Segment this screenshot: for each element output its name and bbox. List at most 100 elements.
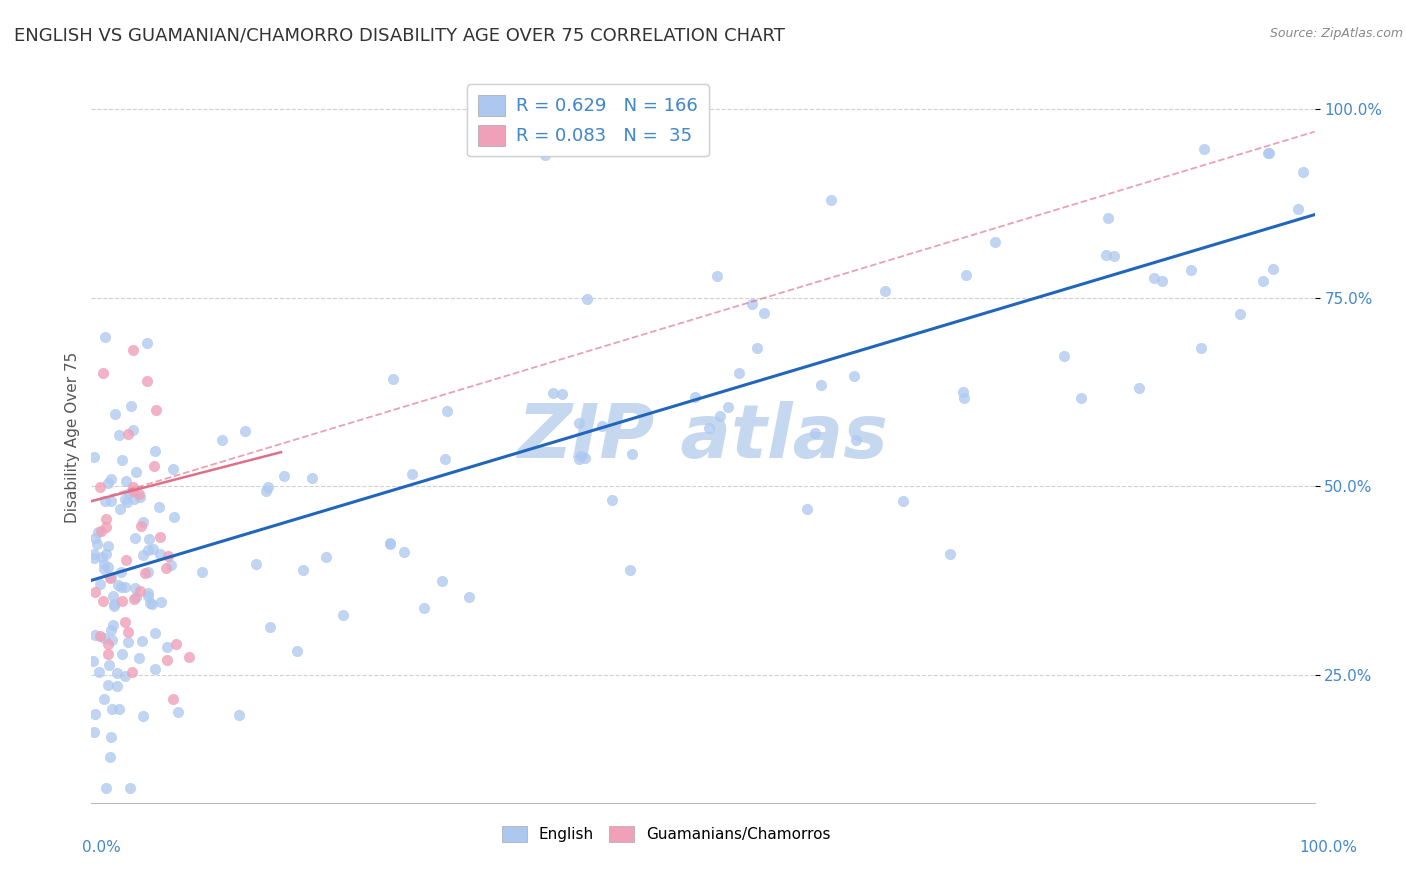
- Point: [105, 680, 128, 694]
- Point: [114, 581, 136, 595]
- Point: [132, 548, 155, 562]
- Point: [105, 666, 128, 681]
- Point: [741, 297, 763, 311]
- Point: [939, 547, 962, 561]
- Point: [124, 592, 146, 607]
- Point: [118, 486, 141, 500]
- Point: [254, 483, 277, 498]
- Point: [955, 268, 977, 282]
- Point: [136, 543, 159, 558]
- Point: [378, 536, 401, 550]
- Point: [1070, 391, 1092, 405]
- Point: [820, 193, 842, 207]
- Point: [125, 465, 148, 479]
- Point: [752, 306, 775, 320]
- Point: [96, 780, 118, 795]
- Point: [233, 424, 256, 438]
- Point: [136, 565, 159, 579]
- Text: ZIP atlas: ZIP atlas: [517, 401, 889, 474]
- Point: [107, 428, 129, 442]
- Point: [91, 549, 114, 564]
- Point: [382, 372, 405, 386]
- Point: [1251, 274, 1274, 288]
- Point: [591, 418, 613, 433]
- Point: [89, 480, 111, 494]
- Point: [132, 708, 155, 723]
- Point: [117, 494, 139, 508]
- Point: [117, 635, 139, 649]
- Legend: R = 0.629   N = 166, R = 0.083   N =  35: R = 0.629 N = 166, R = 0.083 N = 35: [467, 84, 709, 156]
- Point: [1263, 261, 1285, 276]
- Point: [128, 584, 150, 599]
- Point: [87, 525, 110, 540]
- Point: [117, 625, 139, 640]
- Point: [1143, 271, 1166, 285]
- Point: [842, 369, 865, 384]
- Point: [568, 416, 591, 430]
- Point: [94, 512, 117, 526]
- Point: [457, 590, 479, 604]
- Point: [138, 532, 160, 546]
- Point: [100, 471, 122, 485]
- Point: [600, 493, 623, 508]
- Point: [90, 524, 112, 538]
- Point: [259, 619, 281, 633]
- Point: [121, 343, 143, 358]
- Point: [1191, 341, 1213, 355]
- Point: [83, 627, 105, 641]
- Point: [621, 447, 644, 461]
- Point: [83, 531, 105, 545]
- Point: [984, 235, 1007, 249]
- Point: [141, 598, 163, 612]
- Point: [291, 564, 314, 578]
- Point: [97, 647, 120, 661]
- Point: [136, 589, 159, 603]
- Point: [139, 596, 162, 610]
- Point: [810, 378, 832, 392]
- Point: [257, 480, 280, 494]
- Point: [128, 490, 150, 504]
- Point: [804, 425, 827, 440]
- Point: [97, 658, 120, 673]
- Point: [541, 386, 564, 401]
- Point: [378, 537, 401, 551]
- Point: [111, 593, 134, 607]
- Point: [101, 701, 124, 715]
- Point: [100, 493, 122, 508]
- Point: [155, 560, 177, 574]
- Point: [97, 539, 120, 553]
- Point: [101, 617, 124, 632]
- Point: [332, 608, 354, 623]
- Point: [150, 595, 173, 609]
- Point: [93, 692, 115, 706]
- Point: [94, 329, 117, 343]
- Point: [145, 402, 167, 417]
- Point: [1229, 307, 1251, 321]
- Point: [93, 631, 115, 645]
- Point: [100, 570, 122, 584]
- Point: [1053, 349, 1076, 363]
- Point: [1152, 273, 1174, 287]
- Point: [1257, 146, 1279, 161]
- Point: [115, 474, 138, 488]
- Point: [91, 366, 114, 380]
- Point: [1128, 381, 1150, 395]
- Point: [97, 678, 120, 692]
- Point: [125, 590, 148, 604]
- Point: [156, 652, 179, 666]
- Point: [83, 450, 105, 464]
- Point: [576, 293, 599, 307]
- Point: [110, 580, 132, 594]
- Point: [569, 450, 592, 464]
- Point: [111, 453, 134, 467]
- Point: [89, 629, 111, 643]
- Point: [128, 651, 150, 665]
- Point: [114, 669, 136, 683]
- Point: [136, 374, 159, 388]
- Point: [893, 494, 915, 508]
- Point: [717, 400, 740, 414]
- Point: [1095, 248, 1118, 262]
- Point: [796, 501, 818, 516]
- Point: [845, 433, 868, 447]
- Point: [104, 408, 127, 422]
